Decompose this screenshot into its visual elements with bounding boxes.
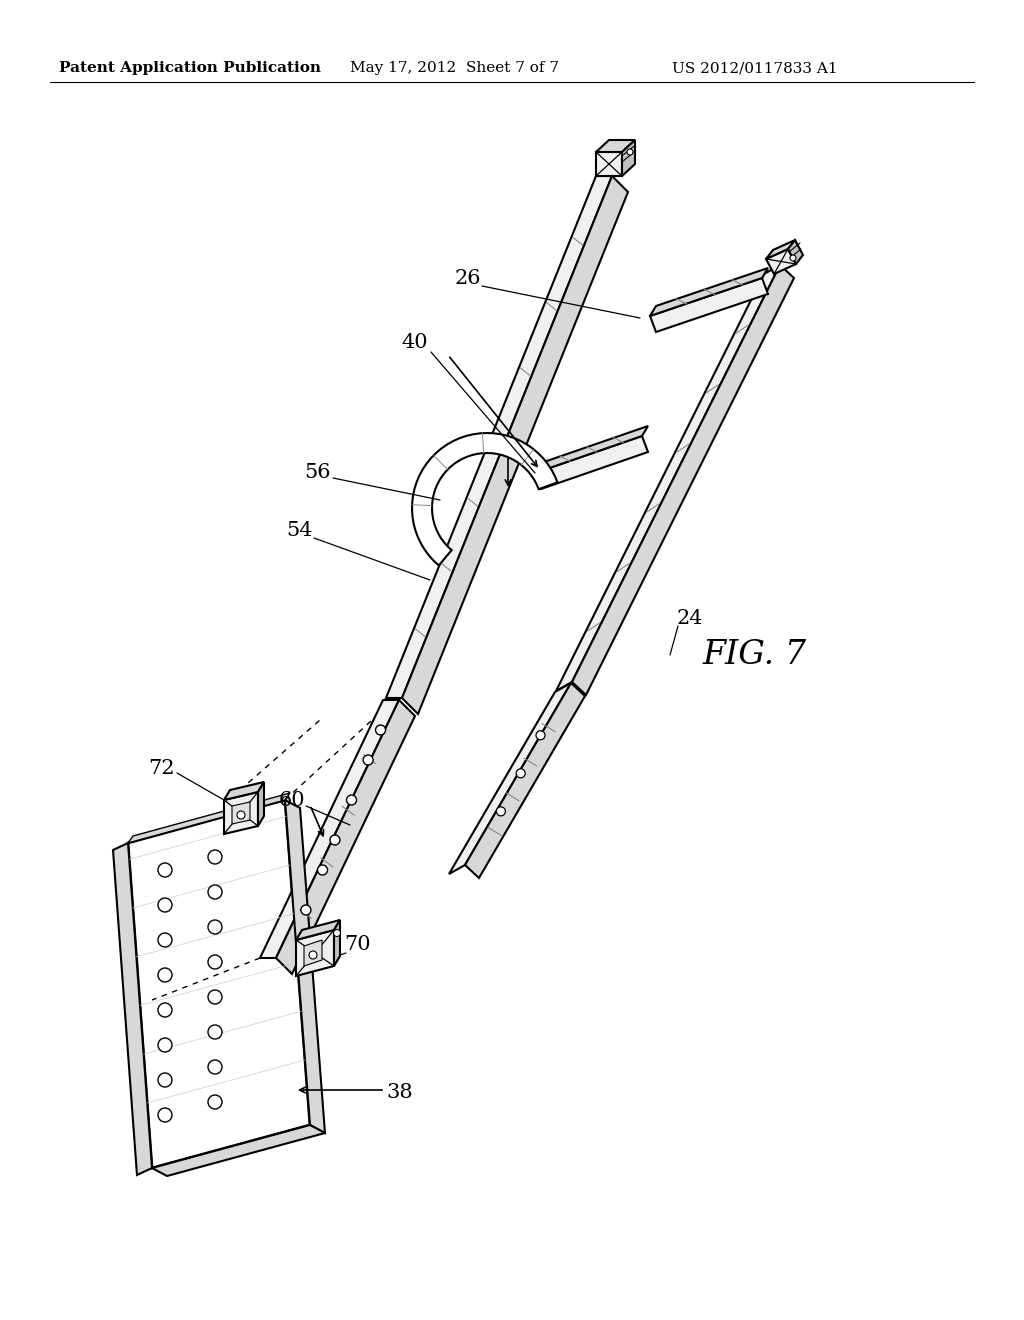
Polygon shape (535, 436, 648, 488)
Polygon shape (113, 843, 152, 1175)
Polygon shape (334, 920, 340, 966)
Circle shape (301, 906, 311, 915)
Text: 38: 38 (387, 1084, 414, 1102)
Circle shape (208, 1096, 222, 1109)
Text: 72: 72 (148, 759, 175, 777)
Circle shape (497, 807, 506, 816)
Text: US 2012/0117833 A1: US 2012/0117833 A1 (672, 61, 838, 75)
Text: 70: 70 (345, 936, 372, 954)
Text: 56: 56 (305, 462, 331, 482)
Circle shape (208, 884, 222, 899)
Circle shape (208, 850, 222, 865)
Polygon shape (296, 920, 340, 940)
Polygon shape (766, 240, 795, 259)
Polygon shape (596, 152, 622, 176)
Polygon shape (152, 1125, 325, 1176)
Circle shape (334, 929, 341, 936)
Circle shape (208, 920, 222, 935)
Circle shape (158, 1073, 172, 1086)
Circle shape (158, 863, 172, 876)
Polygon shape (386, 176, 612, 698)
Polygon shape (285, 800, 325, 1133)
Polygon shape (465, 682, 585, 878)
Circle shape (158, 968, 172, 982)
Text: FIG. 7: FIG. 7 (702, 639, 807, 671)
Circle shape (790, 255, 796, 261)
Text: 40: 40 (401, 333, 428, 351)
Circle shape (317, 865, 328, 875)
Circle shape (158, 1003, 172, 1016)
Polygon shape (622, 140, 635, 176)
Text: 24: 24 (677, 609, 703, 627)
Polygon shape (296, 931, 334, 975)
Polygon shape (650, 268, 768, 315)
Polygon shape (258, 781, 264, 826)
Circle shape (158, 898, 172, 912)
Text: 60: 60 (279, 791, 305, 809)
Circle shape (237, 810, 245, 818)
Polygon shape (232, 803, 250, 824)
Polygon shape (128, 793, 290, 843)
Polygon shape (276, 700, 415, 974)
Polygon shape (260, 700, 399, 958)
Circle shape (208, 954, 222, 969)
Circle shape (330, 836, 340, 845)
Polygon shape (650, 279, 768, 333)
Polygon shape (224, 792, 258, 834)
Text: 54: 54 (287, 520, 313, 540)
Polygon shape (412, 433, 557, 565)
Text: May 17, 2012  Sheet 7 of 7: May 17, 2012 Sheet 7 of 7 (350, 61, 559, 75)
Polygon shape (402, 176, 628, 714)
Circle shape (208, 1026, 222, 1039)
Polygon shape (788, 240, 803, 264)
Circle shape (516, 768, 525, 777)
Circle shape (158, 933, 172, 946)
Circle shape (536, 731, 545, 739)
Circle shape (376, 725, 386, 735)
Circle shape (364, 755, 373, 766)
Polygon shape (572, 265, 794, 696)
Polygon shape (224, 781, 264, 800)
Polygon shape (304, 940, 322, 966)
Circle shape (309, 950, 317, 960)
Text: 26: 26 (455, 268, 481, 288)
Circle shape (346, 795, 356, 805)
Circle shape (158, 1038, 172, 1052)
Circle shape (208, 1060, 222, 1074)
Polygon shape (596, 140, 635, 152)
Polygon shape (535, 426, 648, 473)
Circle shape (158, 1107, 172, 1122)
Polygon shape (556, 265, 780, 690)
Polygon shape (128, 800, 310, 1168)
Circle shape (208, 990, 222, 1005)
Text: Patent Application Publication: Patent Application Publication (59, 61, 321, 75)
Polygon shape (449, 682, 571, 874)
Polygon shape (766, 249, 796, 275)
Circle shape (627, 149, 633, 154)
